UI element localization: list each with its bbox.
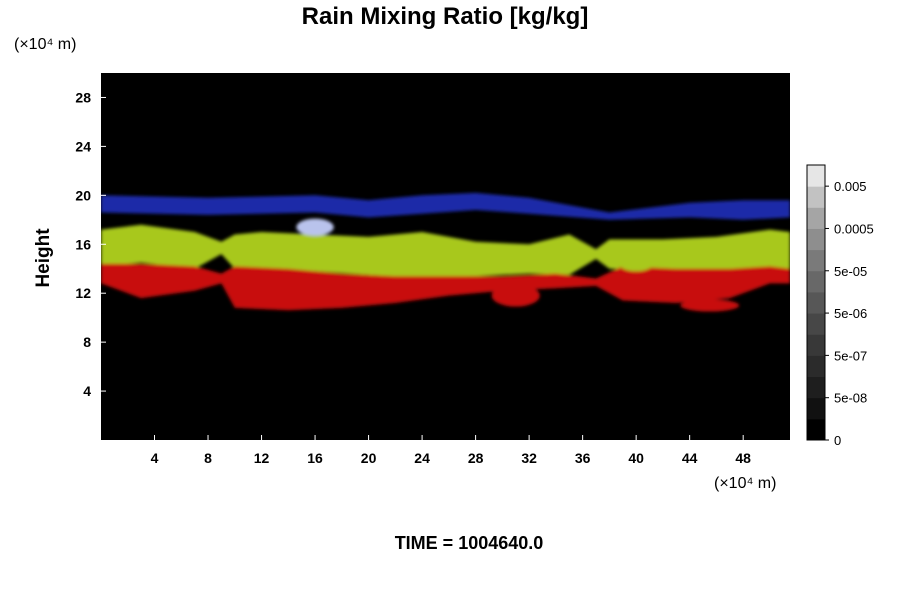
- colorbar-swatch: [807, 207, 825, 229]
- x-axis: 4 8 12 16 20 24 28 32 36 40 44 48: [151, 435, 751, 466]
- colorbar-label: 5e-08: [834, 391, 867, 406]
- colorbar-label: 5e-07: [834, 348, 867, 363]
- field-blob-3: [620, 258, 653, 272]
- colorbar-label: 0.005: [834, 179, 867, 194]
- x-tick-label: 16: [307, 450, 323, 466]
- x-tick-label: 12: [254, 450, 270, 466]
- field-layer-1: [101, 224, 790, 279]
- x-tick-label: 20: [361, 450, 377, 466]
- x-tick-label: 28: [468, 450, 484, 466]
- colorbar-swatch: [807, 249, 825, 272]
- y-tick-label: 16: [75, 236, 91, 252]
- x-tick-label: 36: [575, 450, 591, 466]
- y-tick-label: 8: [83, 334, 91, 350]
- x-tick-label: 40: [628, 450, 644, 466]
- field-layer-2: [101, 263, 790, 311]
- x-unit-label: (×10⁴ m): [714, 475, 776, 492]
- y-tick-label: 28: [75, 89, 91, 105]
- x-tick-label: 24: [414, 450, 430, 466]
- y-axis: 4 8 12 16 20 24 28: [75, 89, 106, 399]
- field-blob-1: [680, 299, 740, 312]
- colorbar-swatch: [807, 270, 825, 293]
- colorbar-swatch: [807, 376, 825, 399]
- colorbar-swatch: [807, 313, 825, 335]
- field-blob-0: [491, 284, 540, 307]
- x-tick-label: 44: [682, 450, 698, 466]
- colorbar: 0 5e-08 5e-07 5e-06 5e-05 0.0005 0.005: [806, 164, 874, 448]
- y-tick-label: 24: [75, 138, 91, 154]
- colorbar-swatch: [807, 355, 825, 378]
- colorbar-label: 0.0005: [834, 221, 874, 236]
- field-layer-0: [101, 192, 790, 220]
- x-tick-label: 32: [521, 450, 537, 466]
- x-tick-label: 4: [151, 450, 159, 466]
- y-axis-label: Height: [33, 228, 54, 288]
- colorbar-swatch: [807, 418, 825, 441]
- y-tick-label: 12: [75, 285, 91, 301]
- y-tick-label: 20: [75, 187, 91, 203]
- x-tick-label: 48: [735, 450, 751, 466]
- y-tick-label: 4: [83, 383, 91, 399]
- y-unit-label: (×10⁴ m): [14, 36, 76, 53]
- colorbar-swatch: [807, 228, 825, 251]
- colorbar-label: 0: [834, 433, 841, 448]
- colorbar-swatch: [807, 334, 825, 356]
- x-tick-label: 8: [204, 450, 212, 466]
- colorbar-swatch: [807, 397, 825, 420]
- field-layers: [101, 192, 790, 312]
- colorbar-swatch: [807, 165, 825, 187]
- colorbar-label: 5e-05: [834, 264, 867, 279]
- field-blob-2: [296, 218, 334, 236]
- colorbar-label: 5e-06: [834, 306, 867, 321]
- time-label: TIME = 1004640.0: [395, 533, 544, 553]
- colorbar-swatch: [807, 186, 825, 208]
- colorbar-swatch: [807, 291, 825, 314]
- colorbar-frame: [806, 164, 826, 441]
- chart-title: Rain Mixing Ratio [kg/kg]: [302, 3, 589, 30]
